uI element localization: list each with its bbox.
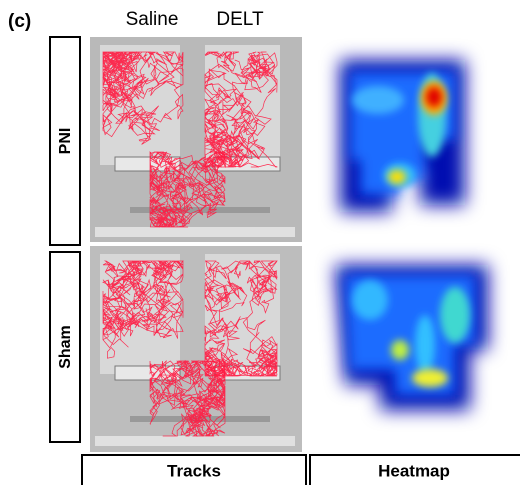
arena-detail	[95, 227, 295, 237]
figure: (c) Saline DELT PNI Sham Track	[0, 0, 520, 485]
footer-label: Heatmap	[378, 461, 450, 480]
heatmap	[335, 265, 488, 410]
panel-label: (c)	[8, 11, 31, 32]
heatmap	[340, 60, 465, 212]
tracks-photos	[90, 37, 302, 452]
heatmaps	[335, 60, 488, 410]
arena-detail	[115, 366, 180, 380]
figure-canvas: (c) Saline DELT PNI Sham Track	[0, 0, 520, 485]
footer-label: Tracks	[167, 461, 221, 480]
column-label: DELT	[216, 9, 264, 30]
row-label: Sham	[57, 325, 74, 369]
arena-detail	[95, 436, 295, 446]
row-label: PNI	[57, 128, 74, 155]
column-label: Saline	[126, 9, 179, 30]
